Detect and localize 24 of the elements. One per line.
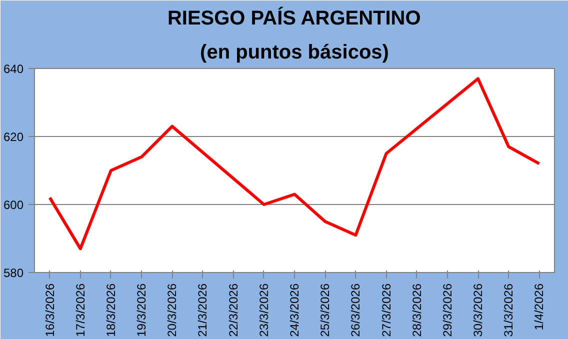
x-tick-label: 20/3/2026 [165, 283, 180, 337]
x-tick-label: 21/3/2026 [196, 283, 210, 337]
x-tick-label: 26/3/2026 [348, 283, 363, 337]
x-tick-label: 24/3/2026 [288, 283, 302, 337]
x-tick-label: 23/3/2026 [256, 283, 271, 337]
line-series [48, 77, 541, 250]
x-tick-label: 22/3/2026 [226, 283, 240, 337]
x-tick-label: 27/3/2026 [379, 283, 394, 337]
x-tick-label: 31/3/2026 [502, 283, 516, 337]
x-tick-label: 29/3/2026 [440, 283, 454, 337]
y-tick-label: 580 [3, 266, 24, 280]
chart-title: RIESGO PAÍS ARGENTINO [167, 6, 421, 30]
x-tick-label: 17/3/2026 [73, 283, 88, 337]
x-tick-label: 18/3/2026 [104, 283, 118, 337]
y-tick-label: 600 [3, 198, 24, 212]
y-tick-label: 620 [3, 130, 24, 144]
chart-subtitle: (en puntos básicos) [200, 42, 389, 64]
x-tick-label: 19/3/2026 [134, 283, 149, 337]
x-tick-label: 25/3/2026 [318, 283, 332, 337]
x-tick-label: 1/4/2026 [532, 283, 546, 330]
y-tick-label: 640 [3, 62, 24, 76]
x-tick-label: 28/3/2026 [410, 283, 424, 337]
x-tick-label: 30/3/2026 [471, 283, 486, 337]
x-tick-label: 16/3/2026 [42, 283, 57, 337]
